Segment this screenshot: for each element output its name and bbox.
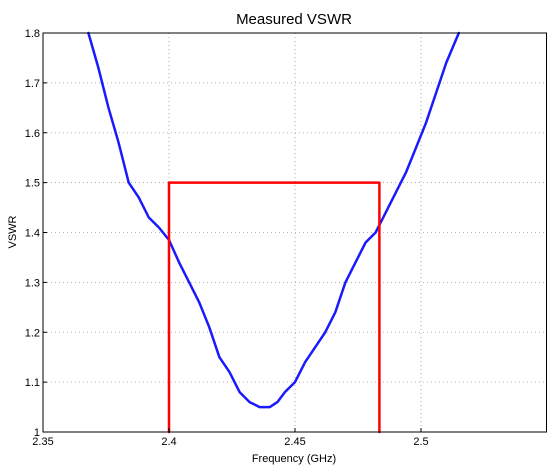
- y-tick-label: 1.5: [25, 178, 40, 190]
- chart-title: Measured VSWR: [236, 11, 352, 28]
- vswr-curve: [87, 31, 461, 409]
- x-tick-label: 2.4: [161, 436, 176, 448]
- x-tick-label: 2.45: [284, 436, 305, 448]
- y-tick-label: 1.1: [25, 377, 40, 389]
- y-tick-label: 1.2: [25, 327, 40, 339]
- x-tick-label: 2.5: [413, 436, 428, 448]
- y-tick-label: 1.8: [25, 28, 40, 40]
- x-tick-label: 2.35: [32, 436, 53, 448]
- y-tick-label: 1: [34, 427, 40, 439]
- y-tick-label: 1.4: [25, 228, 40, 240]
- ticks: 2.35 2.4 2.45 2.5 1 1.1 1.2 1.3 1.4 1.5 1.6 1.7 1.8: [25, 28, 429, 448]
- band-marker-line: [167, 181, 381, 434]
- series-group: [87, 31, 461, 434]
- x-axis-label: Frequency (GHz): [252, 453, 336, 465]
- y-tick-label: 1.6: [25, 128, 40, 140]
- y-axis-label: VSWR: [7, 215, 19, 248]
- y-tick-label: 1.3: [25, 277, 40, 289]
- y-tick-label: 1.7: [25, 78, 40, 90]
